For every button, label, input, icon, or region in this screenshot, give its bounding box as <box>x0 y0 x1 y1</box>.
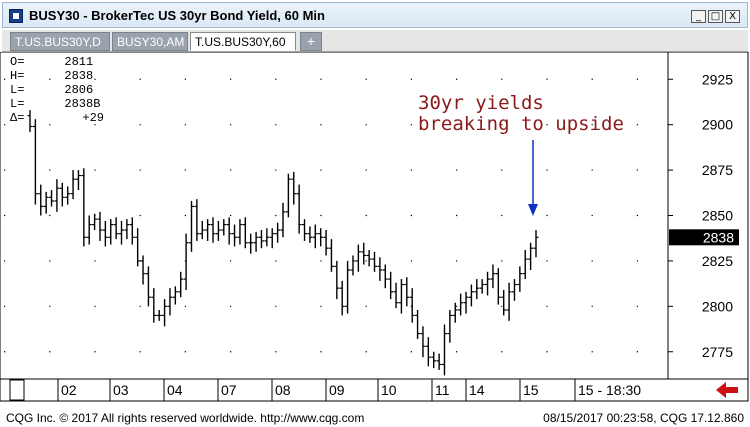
time-tick-labels: 02 03 04 07 08 09 10 11 14 15 15 - 18:30 <box>57 379 641 401</box>
price-tick-label: 2875 <box>702 162 733 178</box>
last-price-box <box>669 229 739 246</box>
timestamp-text: 08/15/2017 00:23:58, CQG 17.12.860 <box>543 411 744 425</box>
price-tick-label: 2775 <box>702 344 733 360</box>
last-price-label: 2838 <box>703 229 734 245</box>
minimize-button[interactable]: _ <box>691 10 706 23</box>
time-tick-label: 08 <box>275 382 291 398</box>
time-tick-label: 03 <box>113 382 129 398</box>
price-tick-label: 2900 <box>702 117 733 133</box>
tab-60min[interactable]: T.US.BUS30Y,60 <box>190 32 296 51</box>
price-tick-label: 2800 <box>702 298 733 314</box>
plot-area <box>0 52 669 380</box>
title-bar[interactable]: BUSY30 - BrokerTec US 30yr Bond Yield, 6… <box>2 2 748 28</box>
add-tab-button[interactable]: + <box>300 32 322 51</box>
ohlc-row: Δ= +29 <box>10 111 105 125</box>
time-tick-label: 09 <box>329 382 345 398</box>
price-tick-label: 2825 <box>702 253 733 269</box>
price-tick-label: 2925 <box>702 71 733 87</box>
tab-daily[interactable]: T.US.BUS30Y,D <box>10 32 110 51</box>
ohlc-row: L= 2806 <box>10 83 94 97</box>
tab-bar: T.US.BUS30Y,D BUSY30,AM T.US.BUS30Y,60 + <box>2 30 748 52</box>
annotation-arrow-icon <box>528 140 538 216</box>
time-axis <box>0 378 749 402</box>
time-tick-label: 04 <box>167 382 183 398</box>
ohlc-row: H= 2838 <box>10 69 94 83</box>
red-arrow-icon[interactable] <box>716 382 738 398</box>
last-price-marker: 2838 <box>669 229 739 246</box>
price-tick-label: 2850 <box>702 208 733 224</box>
close-button[interactable]: X <box>725 10 740 23</box>
tab-am[interactable]: BUSY30,AM <box>112 32 188 51</box>
ohlc-readout: O= 2811 H= 2838 L= 2806 L= 2838B Δ= +29 <box>10 55 104 125</box>
time-tick-label: 15 <box>523 382 539 398</box>
time-tick-label: 10 <box>381 382 397 398</box>
time-tick-label: 07 <box>221 382 237 398</box>
price-bars <box>27 110 539 376</box>
price-tick-labels: 2775 2800 2825 2850 2875 2900 2925 <box>668 71 733 360</box>
scroll-handle[interactable] <box>9 379 25 401</box>
status-footer: CQG Inc. © 2017 All rights reserved worl… <box>0 409 750 427</box>
ohlc-row: L= 2838B <box>10 97 101 111</box>
annotation-line-1: 30yr yields <box>418 92 544 114</box>
time-tick-label: 15 - 18:30 <box>578 382 641 398</box>
annotation-line-2: breaking to upside <box>418 113 624 135</box>
maximize-button[interactable]: □ <box>708 10 723 23</box>
time-tick-label: 02 <box>61 382 77 398</box>
time-tick-label: 14 <box>469 382 485 398</box>
window-title: BUSY30 - BrokerTec US 30yr Bond Yield, 6… <box>29 8 325 23</box>
ohlc-row: O= 2811 <box>10 55 94 69</box>
price-axis <box>667 52 749 380</box>
app-icon <box>9 9 23 23</box>
time-tick-label: 11 <box>435 382 450 398</box>
copyright-text: CQG Inc. © 2017 All rights reserved worl… <box>6 411 365 425</box>
